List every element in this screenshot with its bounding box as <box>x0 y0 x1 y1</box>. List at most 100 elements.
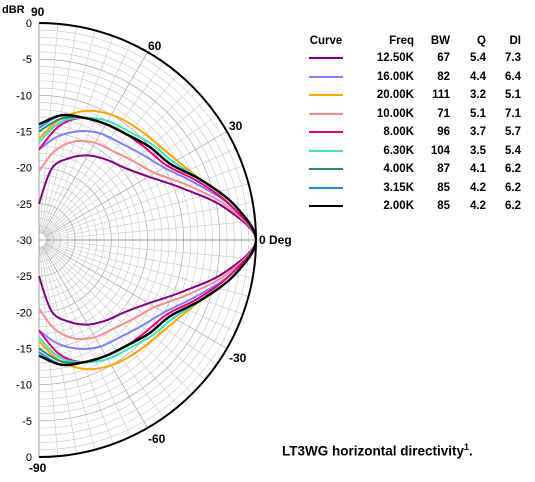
legend-freq: 16.00K <box>376 70 414 83</box>
radial-tick-label: -10 <box>16 90 32 102</box>
legend-di: 6.2 <box>505 181 521 194</box>
legend-bw: 87 <box>437 163 450 176</box>
curve-2.00K <box>38 113 258 367</box>
legend-bw: 71 <box>437 107 450 120</box>
legend-row: 6.30K 104 3.5 5.4 <box>300 142 521 161</box>
grid-spoke <box>46 240 253 278</box>
grid-spoke <box>46 240 256 260</box>
legend-body: 12.50K 67 5.4 7.3 16.00K 82 4.4 6.4 20.00K 111 3.2… <box>300 49 521 216</box>
legend-q: 3.2 <box>470 89 486 102</box>
legend-line-swatch <box>309 112 343 115</box>
legend-freq: 3.15K <box>383 181 414 194</box>
grid-spoke <box>45 242 244 315</box>
radial-tick-label: -20 <box>16 163 32 175</box>
grid-spoke <box>44 243 217 365</box>
radial-unit-label: dBR <box>2 4 25 16</box>
grid-spoke <box>45 242 236 332</box>
legend-bw: 96 <box>437 126 450 139</box>
radial-tick-label: -15 <box>16 127 32 139</box>
legend-swatch <box>300 105 352 124</box>
grid-spoke <box>43 86 193 236</box>
grid-spoke <box>41 246 114 445</box>
legend-line-swatch <box>309 57 343 60</box>
legend-di: 5.1 <box>505 89 521 102</box>
polar-grid <box>38 22 257 458</box>
grid-spoke <box>39 26 77 233</box>
grid-spoke <box>45 165 244 238</box>
legend-q: 4.4 <box>470 70 486 83</box>
legend-bw: 67 <box>437 52 450 65</box>
angle-label: 30 <box>229 119 243 133</box>
legend-di: 6.2 <box>505 163 521 176</box>
legend-line-swatch <box>309 131 343 134</box>
grid-spoke <box>43 244 193 394</box>
grid-spoke <box>45 243 228 349</box>
figure-caption: LT3WG horizontal directivity1. <box>282 442 473 459</box>
legend-header-curve: Curve <box>309 35 343 47</box>
legend-row: 3.15K 85 4.2 6.2 <box>300 179 521 198</box>
caption-end: . <box>469 443 473 459</box>
legend-row: 16.00K 82 4.4 6.4 <box>300 68 521 87</box>
legend-freq: 20.00K <box>376 89 414 102</box>
radial-tick-label: -20 <box>16 307 32 319</box>
legend-line-swatch <box>309 168 343 171</box>
caption-text: LT3WG horizontal directivity <box>282 443 465 459</box>
grid-spoke <box>42 245 164 418</box>
legend-swatch <box>300 197 352 216</box>
legend-header-di: DI <box>509 35 522 47</box>
legend-freq: 4.00K <box>383 163 414 176</box>
legend-row: 4.00K 87 4.1 6.2 <box>300 160 521 179</box>
legend-swatch <box>300 123 352 142</box>
legend-row: 20.00K 111 3.2 5.1 <box>300 86 521 105</box>
legend-q: 4.2 <box>470 200 486 213</box>
legend-bw: 104 <box>430 144 450 157</box>
radial-tick-label: -25 <box>16 271 32 283</box>
grid-spoke <box>46 202 253 240</box>
legend-swatch <box>300 49 352 68</box>
legend-bw: 85 <box>437 181 450 194</box>
legend-line-swatch <box>309 205 343 208</box>
angle-label: 90 <box>31 5 45 19</box>
radial-tick-label: -25 <box>16 199 32 211</box>
radial-tick-label: -10 <box>16 380 32 392</box>
legend-freq: 6.30K <box>383 144 414 157</box>
legend-swatch <box>300 160 352 179</box>
grid-spoke <box>43 245 179 407</box>
caption-footnote: 1 <box>464 442 470 452</box>
legend-swatch <box>300 68 352 87</box>
radial-tick-label: -30 <box>16 235 32 247</box>
legend-line-swatch <box>309 94 343 97</box>
grid-spoke <box>41 246 131 437</box>
directivity-curves <box>38 109 258 371</box>
radial-tick-label: -15 <box>16 344 32 356</box>
legend-di: 5.4 <box>505 144 521 157</box>
grid-spoke <box>46 220 256 240</box>
legend-bw: 85 <box>437 200 450 213</box>
legend-di: 6.4 <box>505 70 521 83</box>
legend-freq: 2.00K <box>383 200 414 213</box>
legend-di: 6.2 <box>505 200 521 213</box>
legend-bw: 111 <box>432 89 450 102</box>
radial-tick-label: 0 <box>26 452 32 464</box>
legend-q: 4.1 <box>470 163 486 176</box>
grid-spoke <box>45 148 236 238</box>
angle-label: 0 Deg <box>259 233 292 247</box>
legend-header-q: Q <box>477 35 486 47</box>
angle-label: -60 <box>148 432 166 446</box>
grid-spoke <box>39 247 77 454</box>
grid-spoke <box>40 246 96 450</box>
grid-spoke <box>41 43 131 234</box>
legend-q: 4.2 <box>470 181 486 194</box>
legend-freq: 12.50K <box>376 52 414 65</box>
angle-label: 60 <box>148 39 162 53</box>
legend-q: 5.1 <box>470 107 486 120</box>
legend-swatch <box>300 86 352 105</box>
legend-bw: 82 <box>437 70 450 83</box>
grid-spoke <box>40 30 96 234</box>
grid-spoke <box>44 115 217 237</box>
legend-header-freq: Freq <box>389 35 414 47</box>
legend-row: 2.00K 85 4.2 6.2 <box>300 197 521 216</box>
legend-line-swatch <box>309 186 343 189</box>
legend-freq: 8.00K <box>383 126 414 139</box>
